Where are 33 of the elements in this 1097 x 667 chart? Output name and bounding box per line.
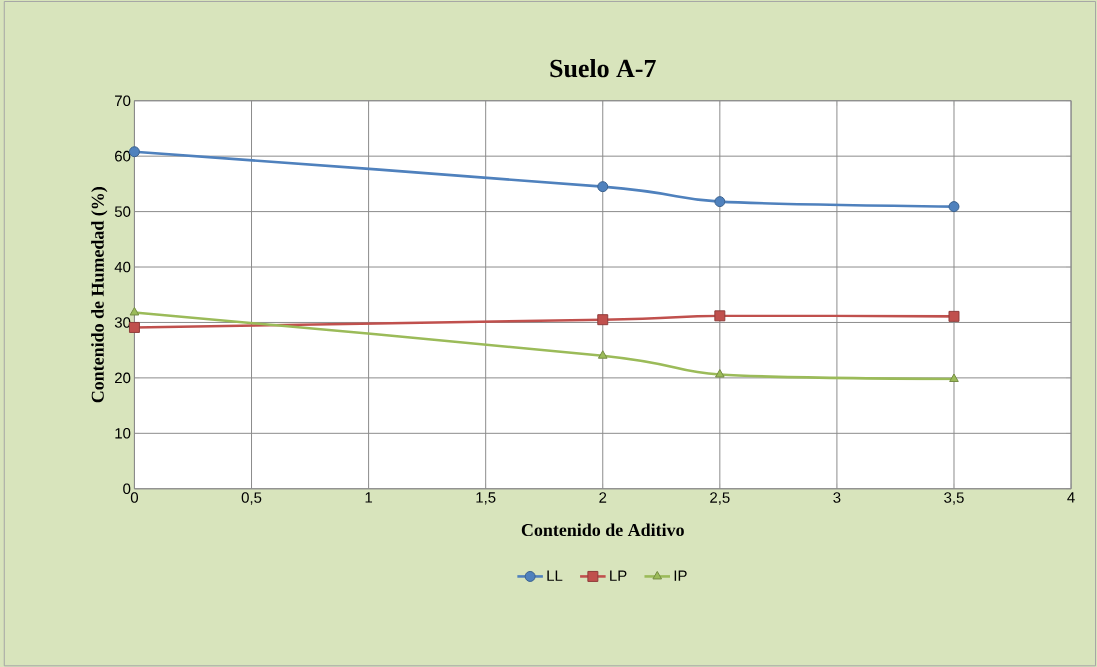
x-tick-label: 0,5: [241, 492, 262, 505]
x-tick-label: 4: [1067, 492, 1075, 503]
point: [714, 195, 726, 207]
y-tick-label: 50: [114, 206, 131, 217]
point: [597, 314, 609, 326]
x-tick-label: 3: [833, 492, 841, 503]
y-axis-title: Contenido de Humedad (%): [91, 186, 108, 403]
y-tick-label: 70: [115, 95, 131, 106]
y-tick-label: 30: [114, 317, 131, 328]
x-tick-label: 2,5: [710, 492, 730, 505]
point: [949, 373, 959, 382]
x-tick-label: 2: [599, 492, 607, 503]
legend-label: IP: [674, 570, 687, 581]
y-tick-label: 40: [114, 261, 131, 273]
y-tick-label: 10: [115, 427, 131, 439]
point: [597, 350, 608, 359]
legend-label: LP: [610, 570, 627, 581]
point: [948, 310, 960, 322]
y-tick-label: 60: [115, 150, 131, 162]
point: [597, 181, 609, 192]
x-tick-label: 0: [130, 492, 139, 503]
point: [714, 310, 726, 322]
chart-title: Suelo A-7: [550, 58, 656, 78]
point: [948, 200, 960, 212]
x-axis-title: Contenido de Aditivo: [521, 523, 684, 536]
legend-label: LL: [547, 570, 563, 581]
y-tick-label: 0: [123, 483, 131, 494]
y-tick-label: 20: [115, 372, 131, 384]
point: [129, 306, 140, 316]
x-tick-label: 1: [365, 492, 373, 503]
x-tick-label: 1,5: [476, 492, 496, 505]
point: [715, 368, 725, 378]
x-tick-label: 3,5: [944, 492, 964, 505]
